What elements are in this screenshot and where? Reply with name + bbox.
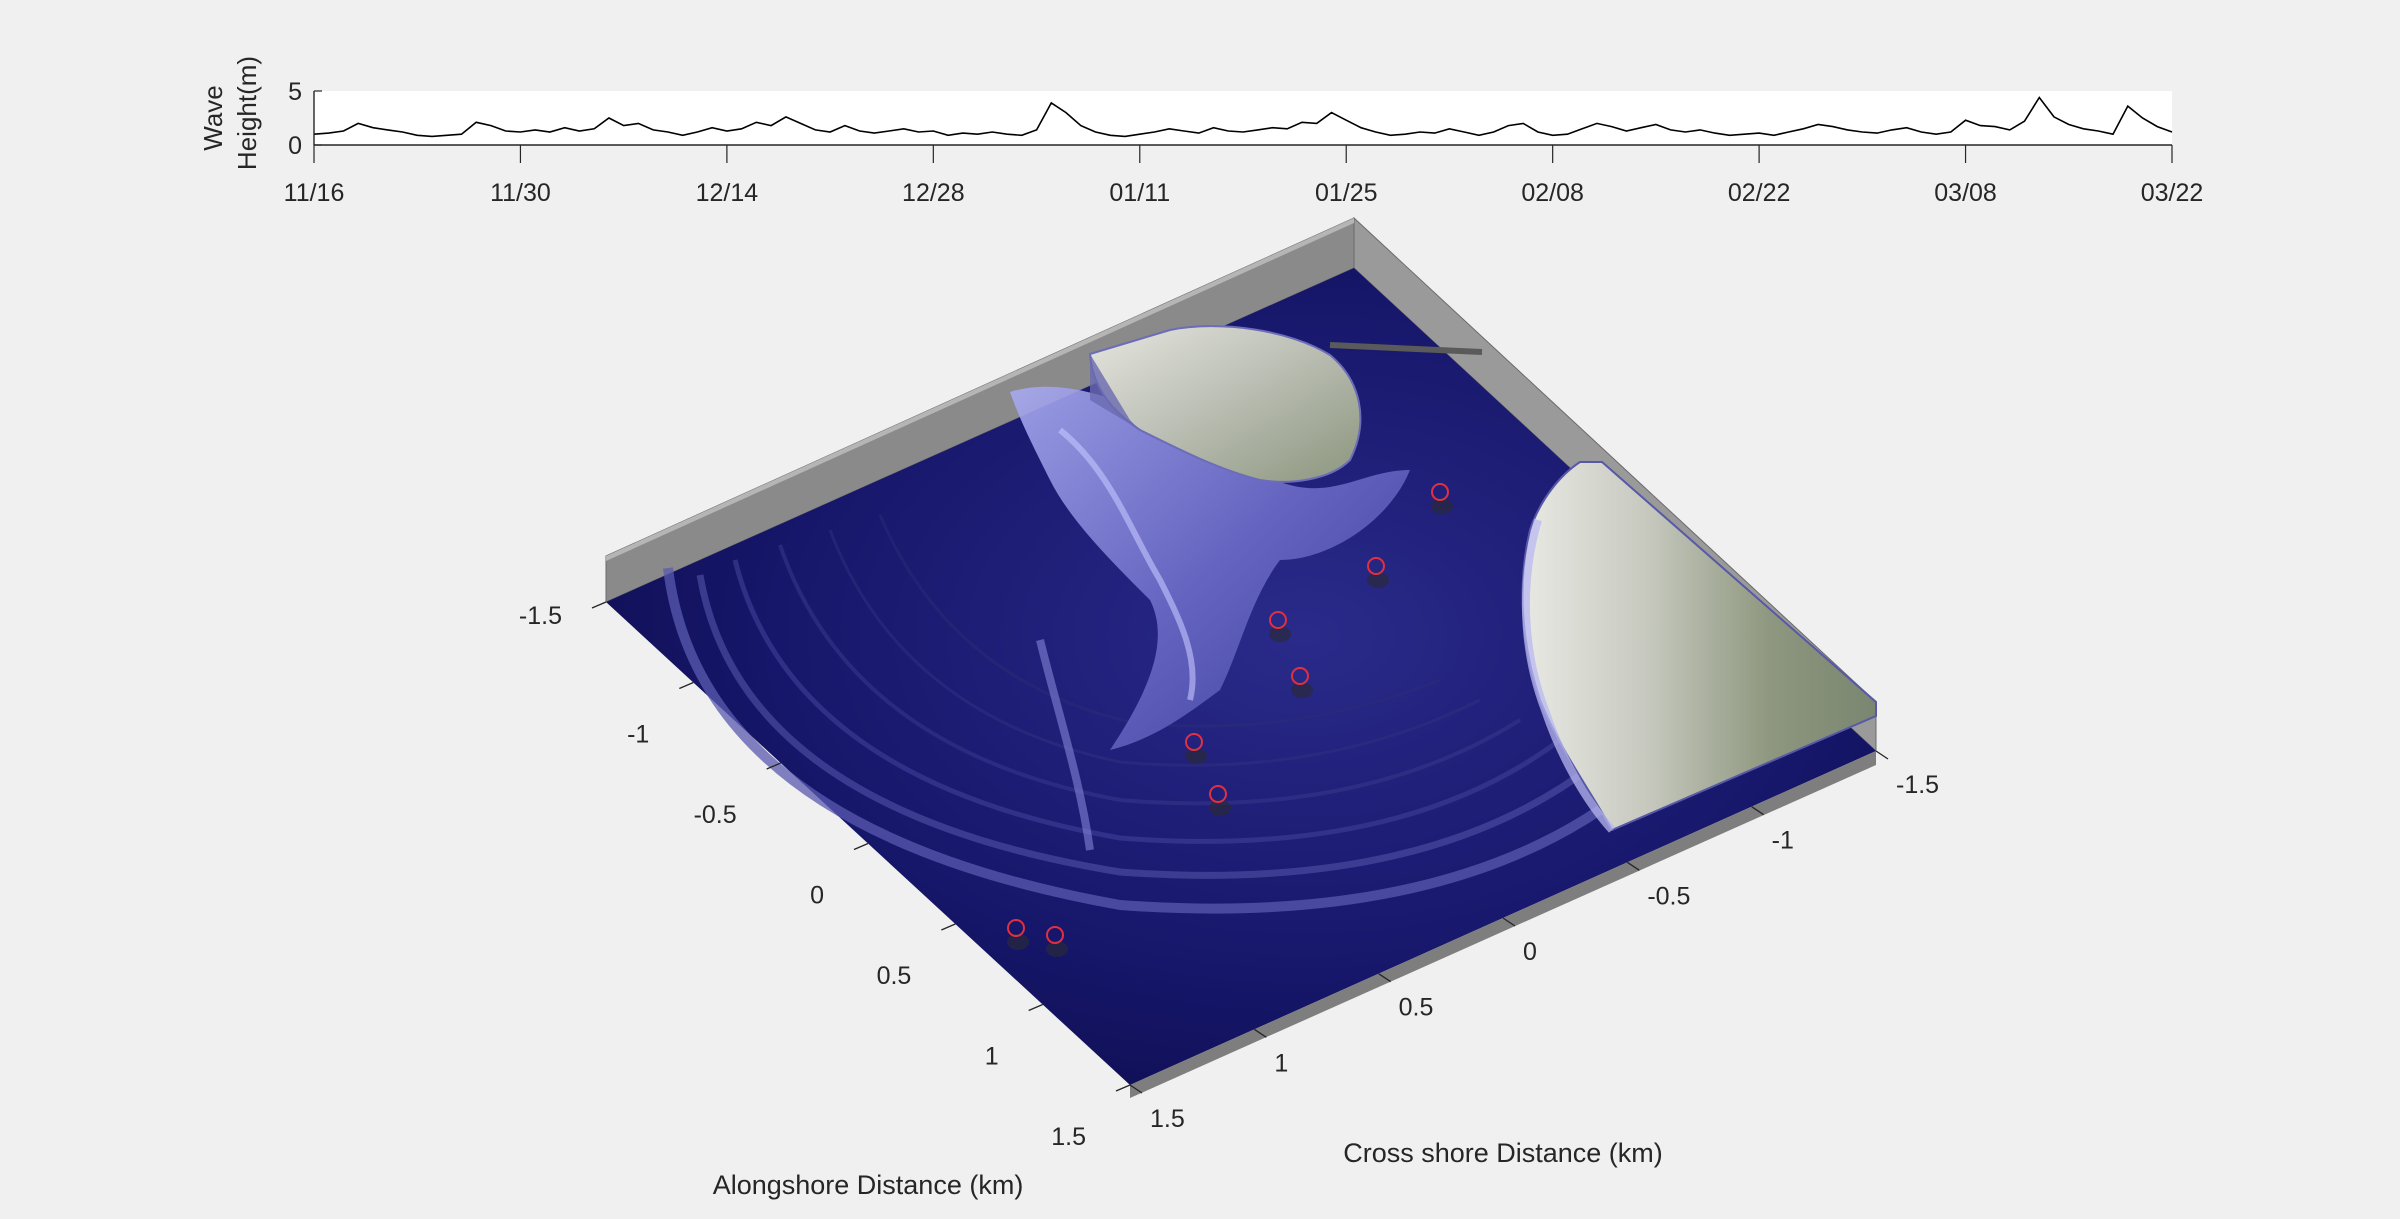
alongshore-tick-label: -1.5 xyxy=(519,602,562,630)
wave-x-tick-label: 12/28 xyxy=(902,179,965,207)
wave-ylabel: Wave Height(m) xyxy=(198,56,262,170)
crossshore-tick xyxy=(1875,750,1889,760)
sensor-marker-shadow xyxy=(1269,626,1291,642)
sensor-marker xyxy=(1291,667,1309,685)
sensor-marker-shadow xyxy=(1209,800,1231,816)
wave-x-tick-label: 02/08 xyxy=(1521,179,1584,207)
crossshore-tick-label: 0.5 xyxy=(1399,994,1434,1022)
shoal-arc xyxy=(1036,639,1094,851)
wave-height-line xyxy=(313,96,2173,138)
wave-x-tick-label: 12/14 xyxy=(696,179,759,207)
alongshore-tick-label: -0.5 xyxy=(694,801,737,829)
sensor-marker xyxy=(1185,733,1203,751)
alongshore-tick-label: 1.5 xyxy=(1051,1123,1086,1151)
wave-axis-layer: 0 5 11/16 11/30 12/14 12/28 01/11 01/25 02/08 02/… xyxy=(284,78,2204,207)
alongshore-tick-label: 0 xyxy=(810,882,824,910)
crossshore-tick xyxy=(1751,806,1765,816)
sea-floor xyxy=(606,268,1876,1085)
alongshore-tick xyxy=(941,923,956,931)
wave-plot-area xyxy=(314,91,2172,145)
alongshore-axis-label: Alongshore Distance (km) xyxy=(713,1170,1024,1200)
wave-x-tick-label: 03/22 xyxy=(2141,179,2204,207)
alongshore-tick xyxy=(679,681,694,690)
sensor-marker xyxy=(1269,611,1287,629)
shoal-ridge xyxy=(1058,427,1196,701)
box-front-wall-right xyxy=(1130,751,1876,1098)
sensor-marker-shadow xyxy=(1291,682,1313,698)
alongshore-tick xyxy=(1115,1084,1131,1092)
crossshore-tick xyxy=(1253,1028,1267,1038)
wave-x-tick-label: 01/25 xyxy=(1315,179,1378,207)
bathymetry-3d-axes: -1.5 -1 -0.5 0 0.5 1 1.5 -1.5 -1 -0.5 0 0.5 1 1.5 Alo… xyxy=(519,216,1939,1200)
sensor-marker xyxy=(1431,483,1449,501)
wave-height-axes: 0 5 11/16 11/30 12/14 12/28 01/11 01/25 02/08 02/… xyxy=(198,56,2203,207)
sensor-marker-shadow xyxy=(1367,572,1389,588)
sensor-marker xyxy=(1209,785,1227,803)
wave-x-tick-label: 11/16 xyxy=(284,179,345,207)
wave-x-tick-label: 01/11 xyxy=(1109,179,1170,207)
wave-x-tick-label: 03/08 xyxy=(1934,179,1997,207)
crossshore-tick xyxy=(1502,917,1516,927)
wave-ylabel-line2: Height(m) xyxy=(232,56,262,170)
alongshore-tick xyxy=(591,601,607,609)
sensor-marker xyxy=(1046,926,1064,944)
crossshore-tick-label: -1 xyxy=(1772,827,1794,855)
crossshore-axis-label: Cross shore Distance (km) xyxy=(1343,1138,1663,1168)
crossshore-tick xyxy=(1378,973,1392,983)
crossshore-tick-label: 1 xyxy=(1274,1049,1288,1077)
alongshore-tick xyxy=(853,842,869,851)
sensor-marker xyxy=(1007,919,1025,937)
alongshore-tick-label: 1 xyxy=(985,1043,999,1071)
sensor-marker-shadow xyxy=(1185,748,1207,764)
wave-x-tick-label: 02/22 xyxy=(1728,179,1791,207)
surface-axis-labels: -1.5 -1 -0.5 0 0.5 1 1.5 -1.5 -1 -0.5 0 0.5 1 1.5 xyxy=(519,601,1939,1151)
crossshore-tick xyxy=(1626,861,1640,871)
sensor-marker xyxy=(1367,557,1385,575)
jetty xyxy=(1329,342,1483,355)
crossshore-tick xyxy=(1129,1084,1143,1094)
sensor-markers xyxy=(1007,483,1453,957)
sensor-marker-shadow xyxy=(1431,498,1453,514)
crossshore-tick-label: 0 xyxy=(1523,938,1537,966)
wave-x-tick-label: 11/30 xyxy=(490,179,551,207)
alongshore-tick xyxy=(1028,1003,1043,1012)
sensor-marker-shadow xyxy=(1007,934,1029,950)
land-north-side xyxy=(1090,354,1140,430)
wave-y-tick-label: 0 xyxy=(288,132,302,160)
wave-y-tick-label: 5 xyxy=(288,78,302,106)
wave-ylabel-line1: Wave xyxy=(198,85,228,151)
crossshore-tick-label: -0.5 xyxy=(1647,882,1690,910)
sensor-marker-shadow xyxy=(1046,941,1068,957)
alongshore-tick xyxy=(766,762,781,770)
alongshore-tick-label: 0.5 xyxy=(877,962,912,990)
box-wall-top-edge xyxy=(606,218,1354,561)
wave-line-layer xyxy=(313,96,2173,138)
land-east-shoreline xyxy=(1521,518,1615,833)
crossshore-tick-label: -1.5 xyxy=(1896,771,1939,799)
alongshore-tick-label: -1 xyxy=(627,721,649,749)
ebb-shoal xyxy=(1010,386,1410,750)
crossshore-tick-label: 1.5 xyxy=(1150,1105,1185,1133)
